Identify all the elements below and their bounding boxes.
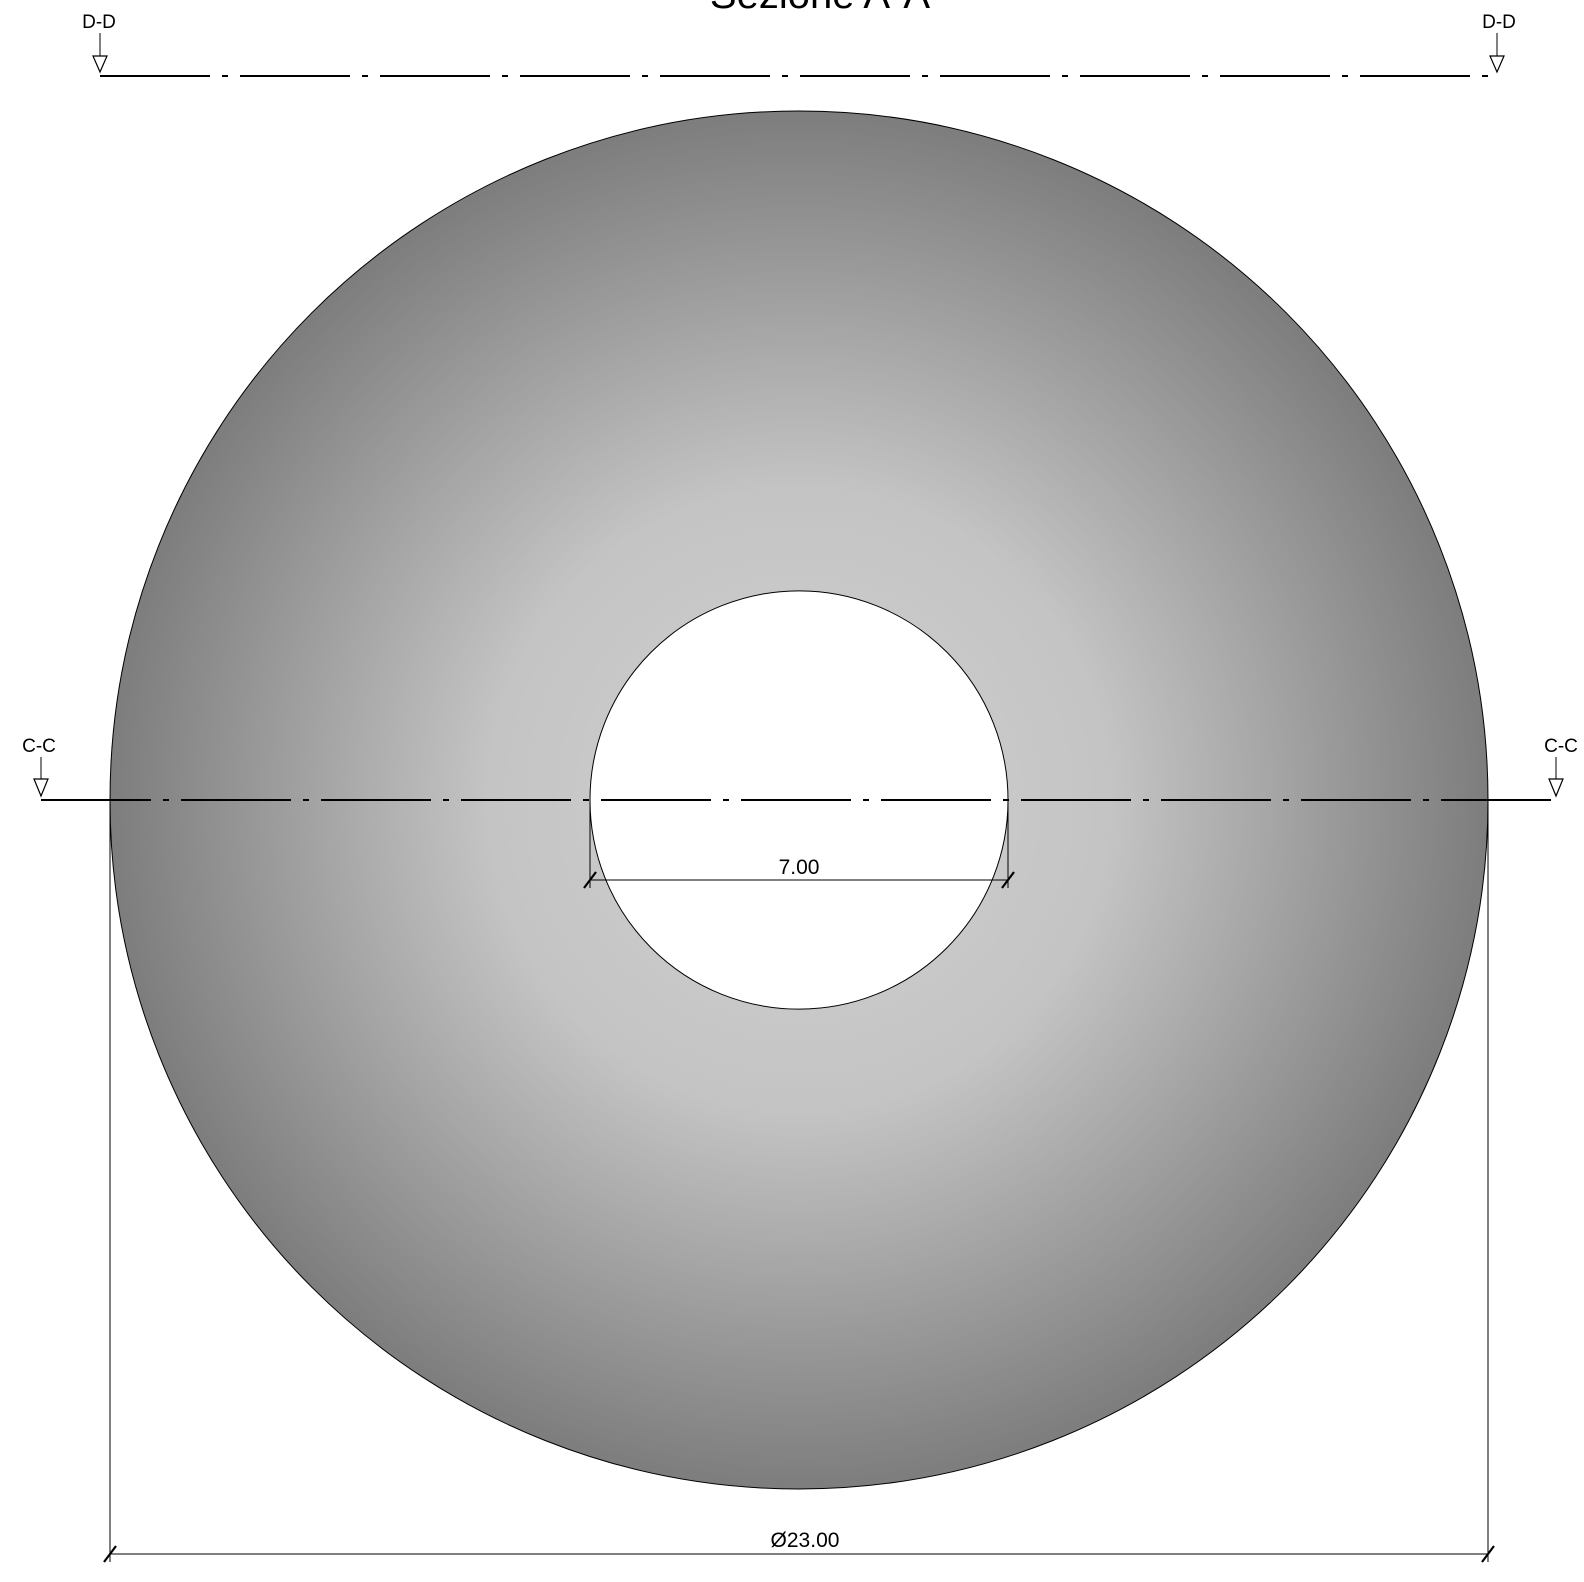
section-label-c-c-right: C-C	[1544, 736, 1578, 757]
section-cut-d-d	[93, 33, 1504, 76]
section-label-c-c-left: C-C	[22, 736, 56, 757]
section-label-d-d-left: D-D	[82, 12, 116, 33]
drawing-title: Sezione A-A	[710, 0, 930, 17]
inner-dimension-text: 7.00	[779, 856, 820, 879]
section-label-d-d-right: D-D	[1482, 12, 1516, 33]
outer-dimension-text: Ø23.00	[771, 1529, 840, 1552]
